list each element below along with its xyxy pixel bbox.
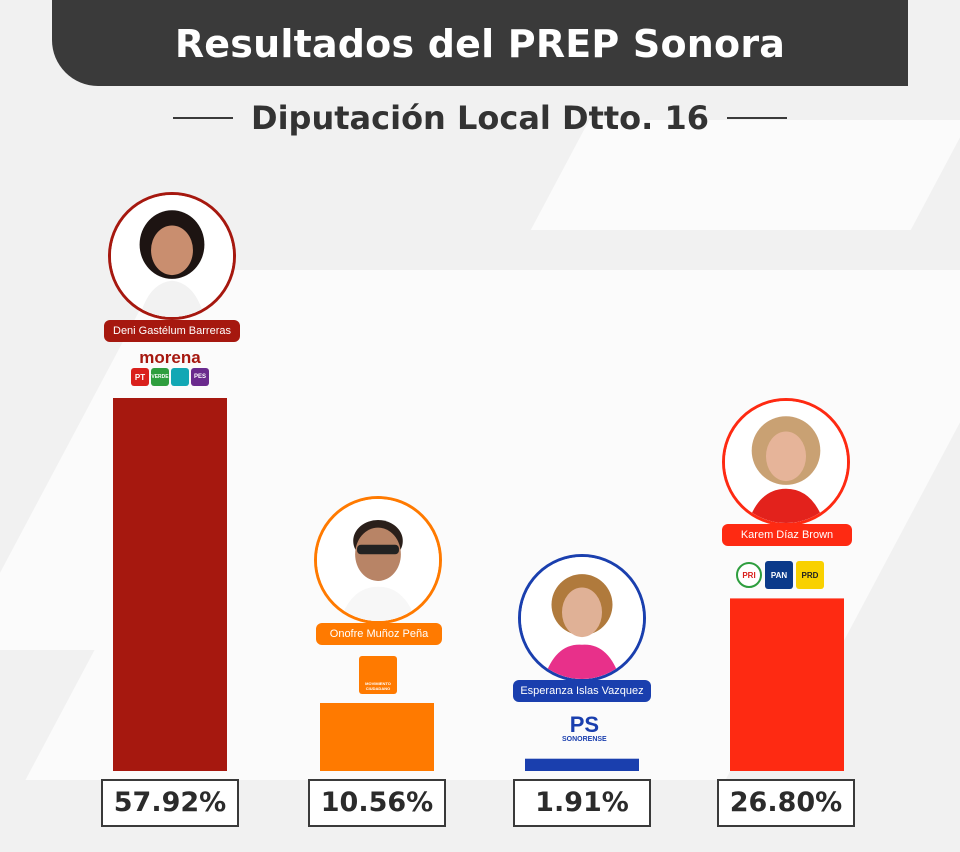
partido-sonorense-logo: PS SONORENSE [562, 712, 607, 744]
bar-4 [730, 598, 844, 771]
ps-sonorense-text: SONORENSE [562, 736, 607, 743]
person-icon [317, 499, 439, 621]
subtitle-left-rule [173, 117, 234, 119]
bar-1 [113, 398, 227, 771]
candidate-name-tag: Esperanza Islas Vazquez [513, 680, 651, 702]
morena-wordmark: morena [139, 348, 201, 367]
candidate-name-tag: Onofre Muñoz Peña [316, 623, 442, 645]
morena-coalition-logo: morena PT VERDE PES [128, 349, 212, 393]
candidate-name-tag: Karem Díaz Brown [722, 524, 852, 546]
value-label: 1.91% [513, 779, 651, 827]
person-icon [725, 401, 847, 523]
chart-title: Resultados del PREP Sonora [174, 22, 786, 66]
chart-subtitle: Diputación Local Dtto. 16 [251, 99, 709, 137]
pan-logo: PAN [765, 561, 793, 589]
person-icon [111, 195, 233, 317]
pri-logo: PRI [736, 562, 762, 588]
candidate-photo [108, 192, 236, 320]
candidate-photo [722, 398, 850, 526]
pt-logo: PT [131, 368, 149, 386]
pri-pan-prd-logos: PRI PAN PRD [736, 561, 824, 589]
value-label: 26.80% [717, 779, 855, 827]
verde-logo: VERDE [151, 368, 169, 386]
ps-wordmark: PS [569, 712, 600, 737]
subtitle-row: Diputación Local Dtto. 16 [0, 96, 960, 140]
candidate-name-tag: Deni Gastélum Barreras [104, 320, 240, 342]
value-label: 57.92% [101, 779, 239, 827]
coalition-logos: PT VERDE PES [131, 368, 209, 386]
movimiento-ciudadano-logo: MOVIMIENTO CIUDADANO [359, 656, 397, 694]
bar-2 [320, 702, 434, 771]
nueva-alianza-logo [171, 368, 189, 386]
candidate-photo [518, 554, 646, 682]
subtitle-right-rule [726, 117, 787, 119]
value-label: 10.56% [308, 779, 446, 827]
mc-eagle-icon: MOVIMIENTO CIUDADANO [359, 656, 397, 694]
pes-logo: PES [191, 368, 209, 386]
header-banner: Resultados del PREP Sonora [52, 0, 908, 86]
person-icon [521, 557, 643, 679]
prd-logo: PRD [796, 561, 824, 589]
candidate-photo [314, 496, 442, 624]
bar-3 [525, 758, 639, 771]
